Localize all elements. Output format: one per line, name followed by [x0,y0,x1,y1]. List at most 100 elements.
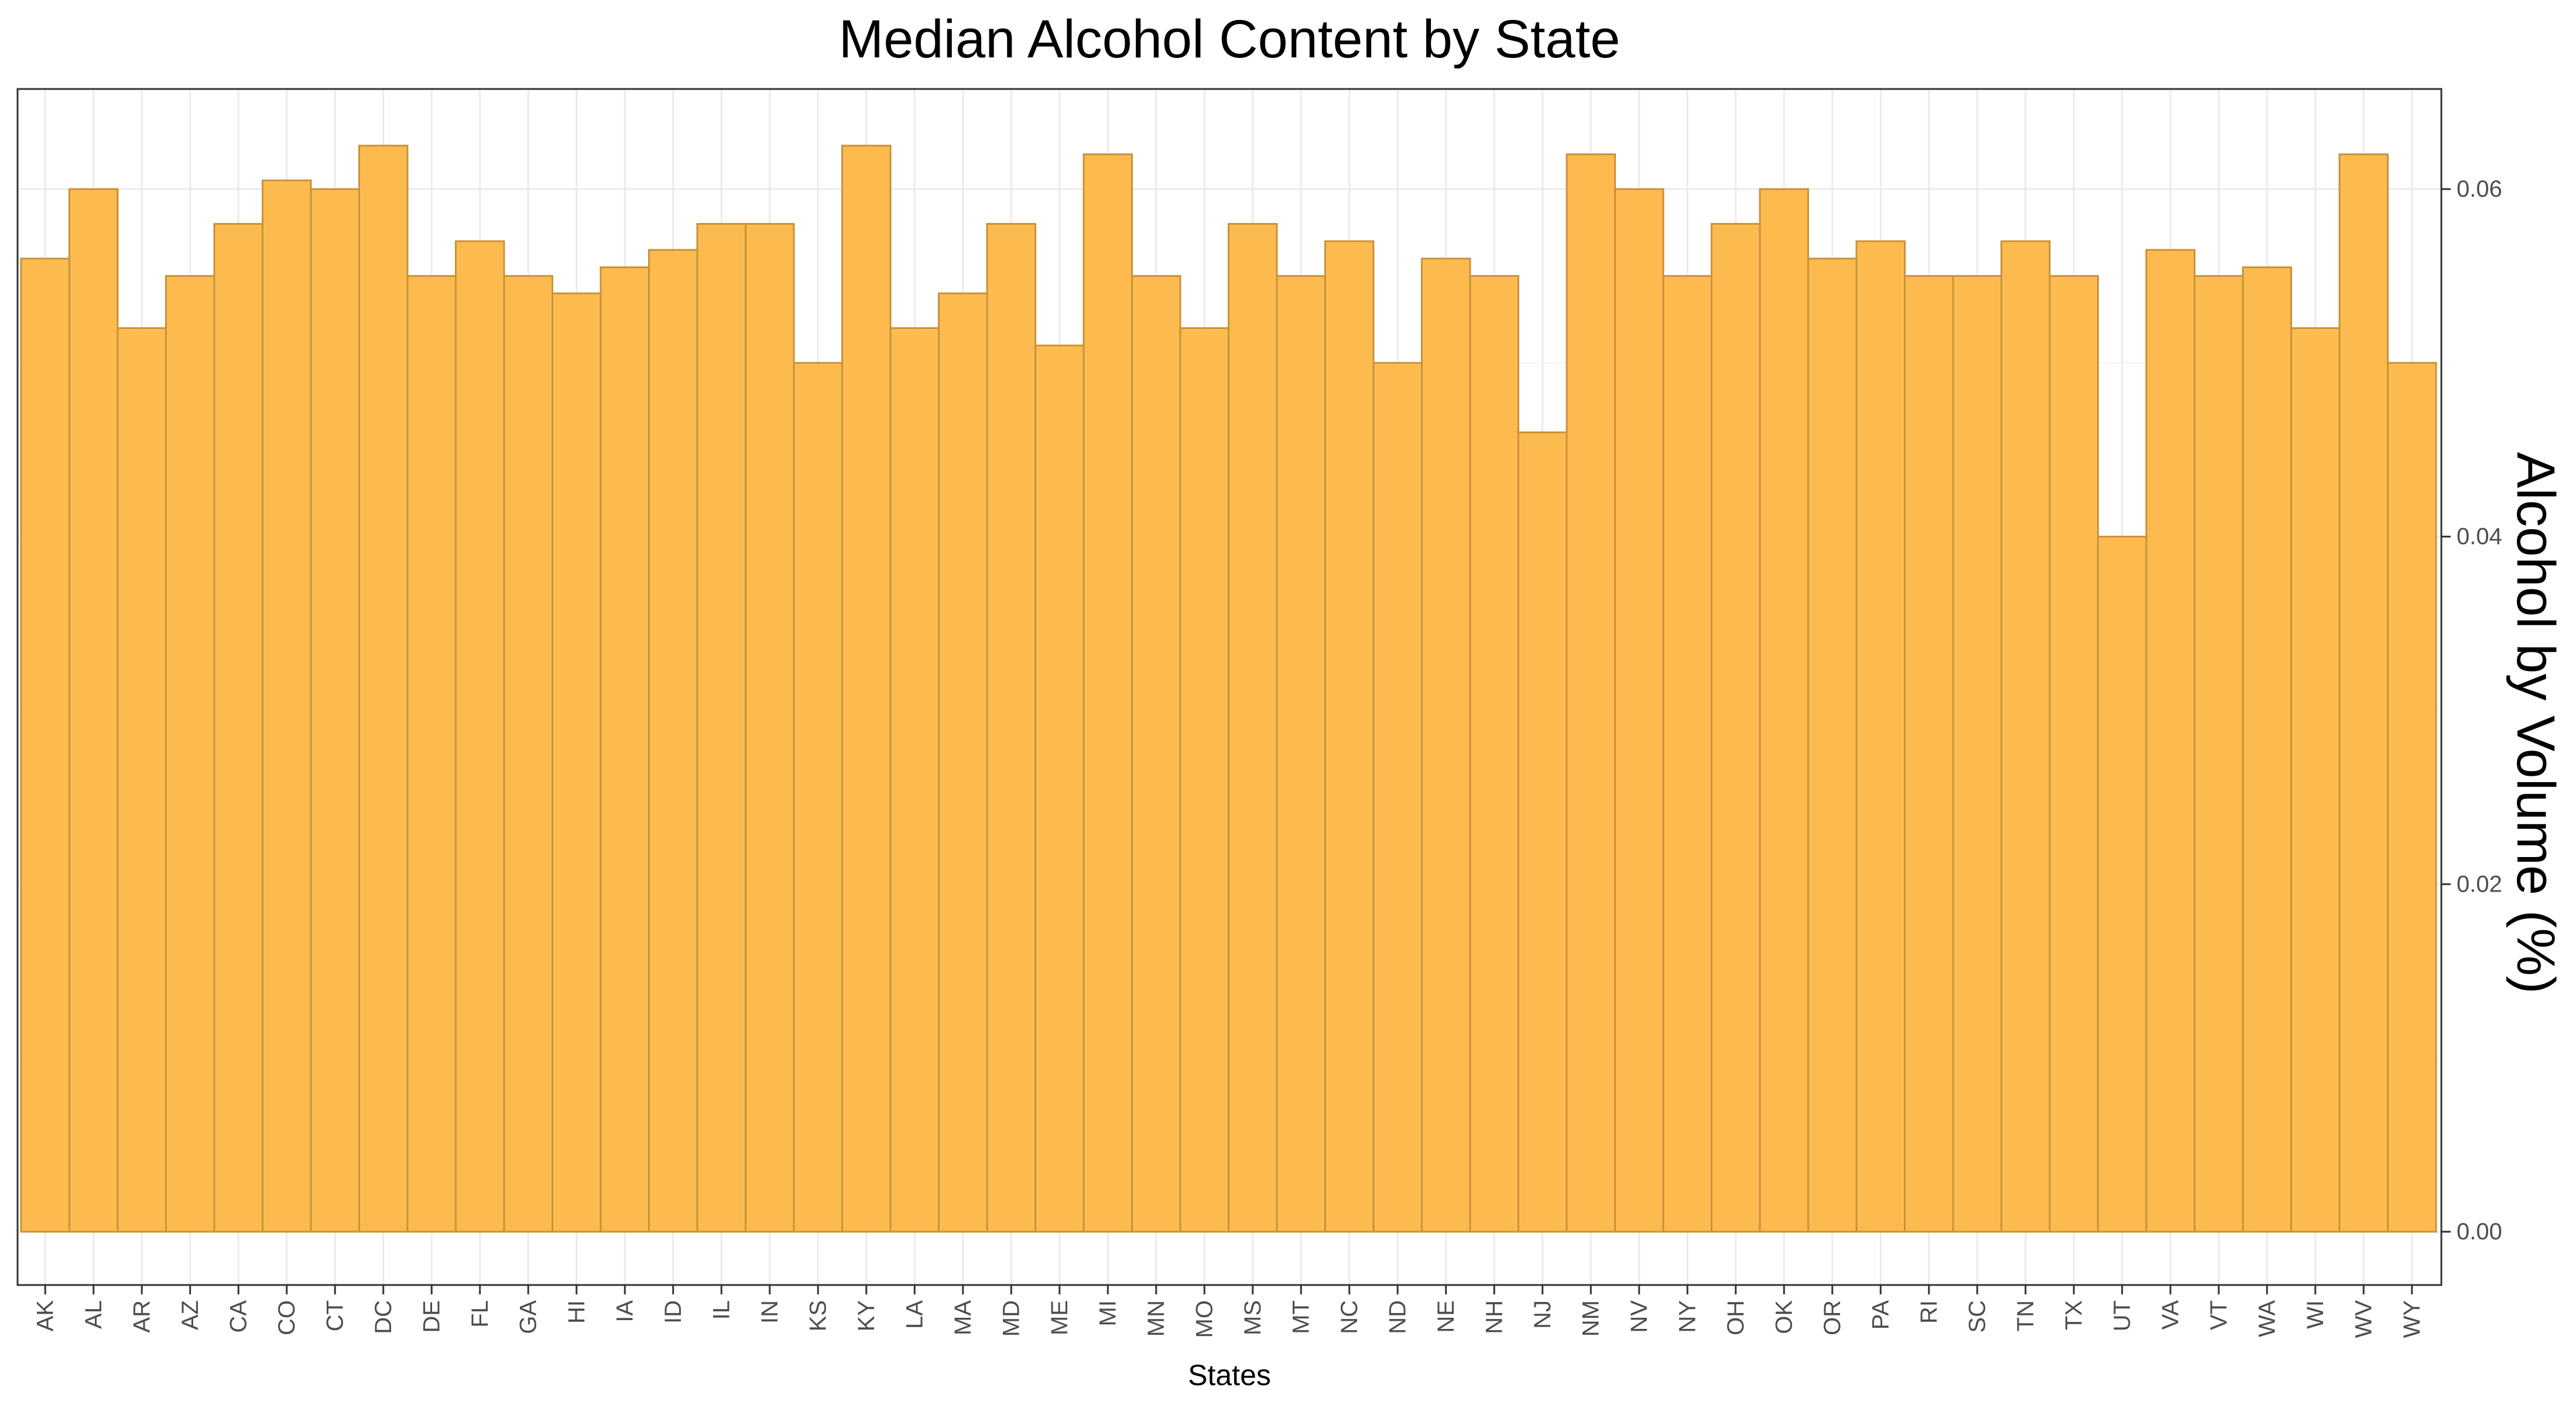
bar-mn [1131,275,1181,1233]
bar-ut [2097,536,2147,1233]
bar-il [696,222,746,1233]
bar-nv [1614,188,1664,1233]
bar-mt [1276,275,1326,1233]
x-tick-label-in: IN [757,1300,783,1324]
y-axis: 0.00 0.02 0.04 0.06 [2441,176,2502,1245]
x-tick-label-mi: MI [1095,1300,1121,1326]
x-tick-label-dc: DC [371,1300,396,1334]
y-tick-label: 0.02 [2457,871,2502,897]
bar-pa [1855,240,1906,1233]
x-tick-label-fl: FL [467,1300,493,1328]
bar-wv [2338,153,2389,1233]
bar-ri [1904,275,1954,1233]
bar-tn [2000,240,2051,1233]
bar-ky [841,145,892,1233]
bar-wy [2387,362,2437,1233]
x-axis-label: States [1188,1359,1271,1392]
bar-dc [358,145,409,1233]
bar-md [986,222,1036,1233]
x-tick-label-nc: NC [1337,1300,1362,1334]
x-tick-label-co: CO [274,1300,300,1335]
bar-mo [1179,327,1229,1233]
x-tick-label-ok: OK [1771,1300,1797,1334]
x-tick-label-nd: ND [1385,1300,1410,1334]
bar-hi [551,292,602,1233]
bar-de [406,275,457,1233]
x-tick-label-wa: WA [2254,1300,2280,1337]
bar-ma [938,292,988,1233]
x-tick-label-ky: KY [854,1300,879,1331]
bar-nc [1324,240,1375,1233]
x-tick-label-or: OR [1820,1300,1845,1335]
bar-nj [1517,431,1568,1233]
x-tick-label-wv: WV [2351,1300,2376,1338]
x-tick-label-wy: WY [2399,1300,2425,1338]
x-tick-label-me: ME [1047,1300,1073,1335]
bar-al [68,188,119,1233]
x-tick-label-va: VA [2157,1300,2183,1330]
bar-vt [2194,275,2244,1233]
y-tick-label: 0.06 [2457,176,2502,202]
bar-in [745,222,795,1233]
bar-az [165,275,215,1233]
bar-mi [1083,153,1133,1233]
x-tick-label-nm: NM [1578,1300,1604,1337]
x-tick-label-al: AL [81,1300,107,1329]
x-tick-label-ut: UT [2109,1300,2135,1331]
bar-ca [213,222,263,1233]
bar-nd [1372,362,1423,1233]
x-tick-label-ar: AR [129,1300,155,1333]
bars [20,145,2437,1233]
y-axis-label: Alcohol by Volume (%) [2506,452,2565,994]
x-tick-label-il: IL [708,1300,734,1320]
plot-border [16,88,2443,1286]
x-tick-label-la: LA [902,1300,927,1329]
x-tick-label-mn: MN [1143,1300,1169,1337]
bar-ny [1662,275,1712,1233]
x-tick-label-ma: MA [950,1300,976,1335]
x-tick-label-tn: TN [2013,1300,2039,1331]
bar-tx [2049,275,2099,1233]
bar-me [1034,344,1085,1233]
bar-id [648,249,698,1233]
x-tick-label-sc: SC [1964,1300,1990,1333]
x-tick-label-id: ID [660,1300,686,1324]
x-tick-label-de: DE [419,1300,444,1333]
x-tick-label-ct: CT [322,1300,348,1331]
x-tick-label-ks: KS [805,1300,831,1331]
bar-sc [1952,275,2002,1233]
x-tick-label-mo: MO [1191,1300,1217,1338]
x-axis: AK AL AR AZ CA CO CT DC DE FL GA HI IA ID IL IN KS KY LA MA… [32,1285,2425,1338]
bar-ms [1228,222,1278,1233]
x-tick-label-hi: HI [564,1300,590,1324]
x-tick-label-ny: NY [1674,1300,1700,1333]
bar-ct [310,188,360,1233]
bar-ks [793,362,843,1233]
bar-nm [1566,153,1616,1233]
x-tick-label-ri: RI [1916,1300,1942,1324]
bar-wa [2242,266,2292,1233]
x-tick-label-mt: MT [1288,1300,1314,1334]
x-tick-label-oh: OH [1723,1300,1749,1335]
y-tick-label: 0.00 [2457,1219,2502,1245]
x-tick-label-nh: NH [1481,1300,1507,1334]
x-tick-label-vt: VT [2206,1300,2232,1330]
x-tick-label-ne: NE [1433,1300,1459,1333]
bar-ok [1759,188,1809,1233]
bar-ar [117,327,167,1233]
bar-co [262,179,312,1233]
bar-ne [1421,258,1471,1233]
x-tick-label-ca: CA [225,1300,251,1333]
x-tick-label-md: MD [998,1300,1024,1337]
x-tick-label-ak: AK [32,1300,58,1332]
x-tick-label-pa: PA [1868,1300,1893,1330]
x-tick-label-ga: GA [515,1300,541,1334]
x-tick-label-nj: NJ [1530,1300,1556,1329]
bar-nh [1469,275,1519,1233]
x-tick-label-wi: WI [2303,1300,2328,1329]
bar-or [1807,258,1858,1233]
bar-fl [455,240,505,1233]
bar-oh [1711,222,1761,1233]
x-tick-label-tx: TX [2061,1300,2087,1330]
